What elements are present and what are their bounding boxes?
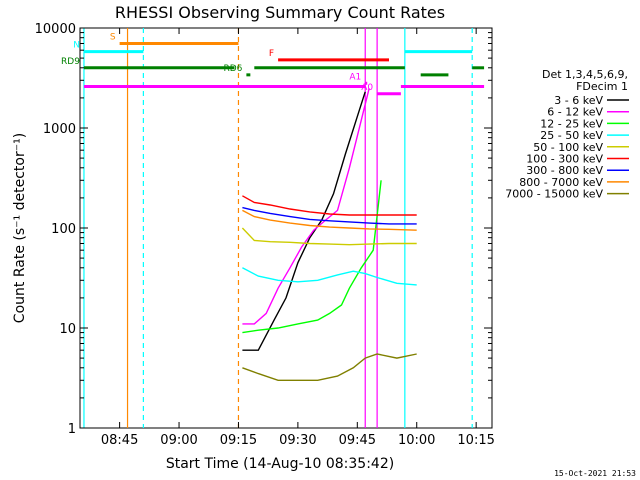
x-tick-label-6: 10:15 xyxy=(457,433,494,448)
legend-label-1: 6 - 12 keV xyxy=(547,106,603,119)
legend-label-5: 100 - 300 keV xyxy=(526,153,603,166)
y-tick-label-2: 100 xyxy=(51,222,76,237)
legend-label-8: 7000 - 15000 keV xyxy=(505,188,603,201)
flag-label-4: RD6 xyxy=(223,64,242,74)
legend-label-2: 12 - 25 keV xyxy=(540,117,603,130)
flag-label-5: A1 xyxy=(349,72,361,82)
y-tick-label-3: 1000 xyxy=(43,122,76,137)
series-lines xyxy=(241,88,417,381)
legend-label-0: 3 - 6 keV xyxy=(554,94,603,107)
y-tick-label-0: 1 xyxy=(68,422,76,437)
series-line-6 xyxy=(242,206,417,225)
legend-header-1: FDecim 1 xyxy=(576,80,628,93)
x-axis-label: Start Time (14-Aug-10 08:35:42) xyxy=(166,456,394,472)
y-tick-label-4: 10000 xyxy=(35,22,76,37)
series-line-2 xyxy=(242,180,382,334)
series-line-3 xyxy=(242,267,417,286)
series-line-1 xyxy=(242,88,370,325)
flag-label-3: RD9 xyxy=(61,57,80,67)
flag-label-1: N xyxy=(73,41,80,51)
y-tick-label-1: 10 xyxy=(59,322,76,337)
y-axis-label: Count Rate (s⁻¹ detector⁻¹) xyxy=(12,133,28,323)
flag-label-6: A0 xyxy=(361,83,373,93)
legend-label-3: 25 - 50 keV xyxy=(540,129,603,142)
x-tick-label-3: 09:30 xyxy=(279,433,316,448)
legend-label-7: 800 - 7000 keV xyxy=(519,176,603,189)
x-tick-label-2: 09:15 xyxy=(220,433,257,448)
legend-label-4: 50 - 100 keV xyxy=(533,141,603,154)
x-tick-label-5: 10:00 xyxy=(398,433,435,448)
series-line-7 xyxy=(242,209,417,231)
timestamp-footer: 15-Oct-2021 21:53 xyxy=(554,469,636,478)
x-tick-label-1: 09:00 xyxy=(160,433,197,448)
chart-title: RHESSI Observing Summary Count Rates xyxy=(115,3,445,22)
flag-label-2: F xyxy=(269,49,274,59)
series-line-8 xyxy=(242,353,417,381)
series-line-5 xyxy=(242,195,417,216)
series-line-4 xyxy=(241,227,417,246)
x-tick-label-0: 08:45 xyxy=(101,433,138,448)
axis-ticks: 08:45 09:00 09:15 09:30 09:45 10:00 10:15 1 10 10… xyxy=(35,22,495,448)
series-line-0 xyxy=(242,91,366,351)
x-tick-label-4: 09:45 xyxy=(339,433,376,448)
legend-header-0: Det 1,3,4,5,6,9, xyxy=(542,68,628,81)
flag-label-0: S xyxy=(110,32,116,42)
legend-label-6: 300 - 800 keV xyxy=(526,164,603,177)
